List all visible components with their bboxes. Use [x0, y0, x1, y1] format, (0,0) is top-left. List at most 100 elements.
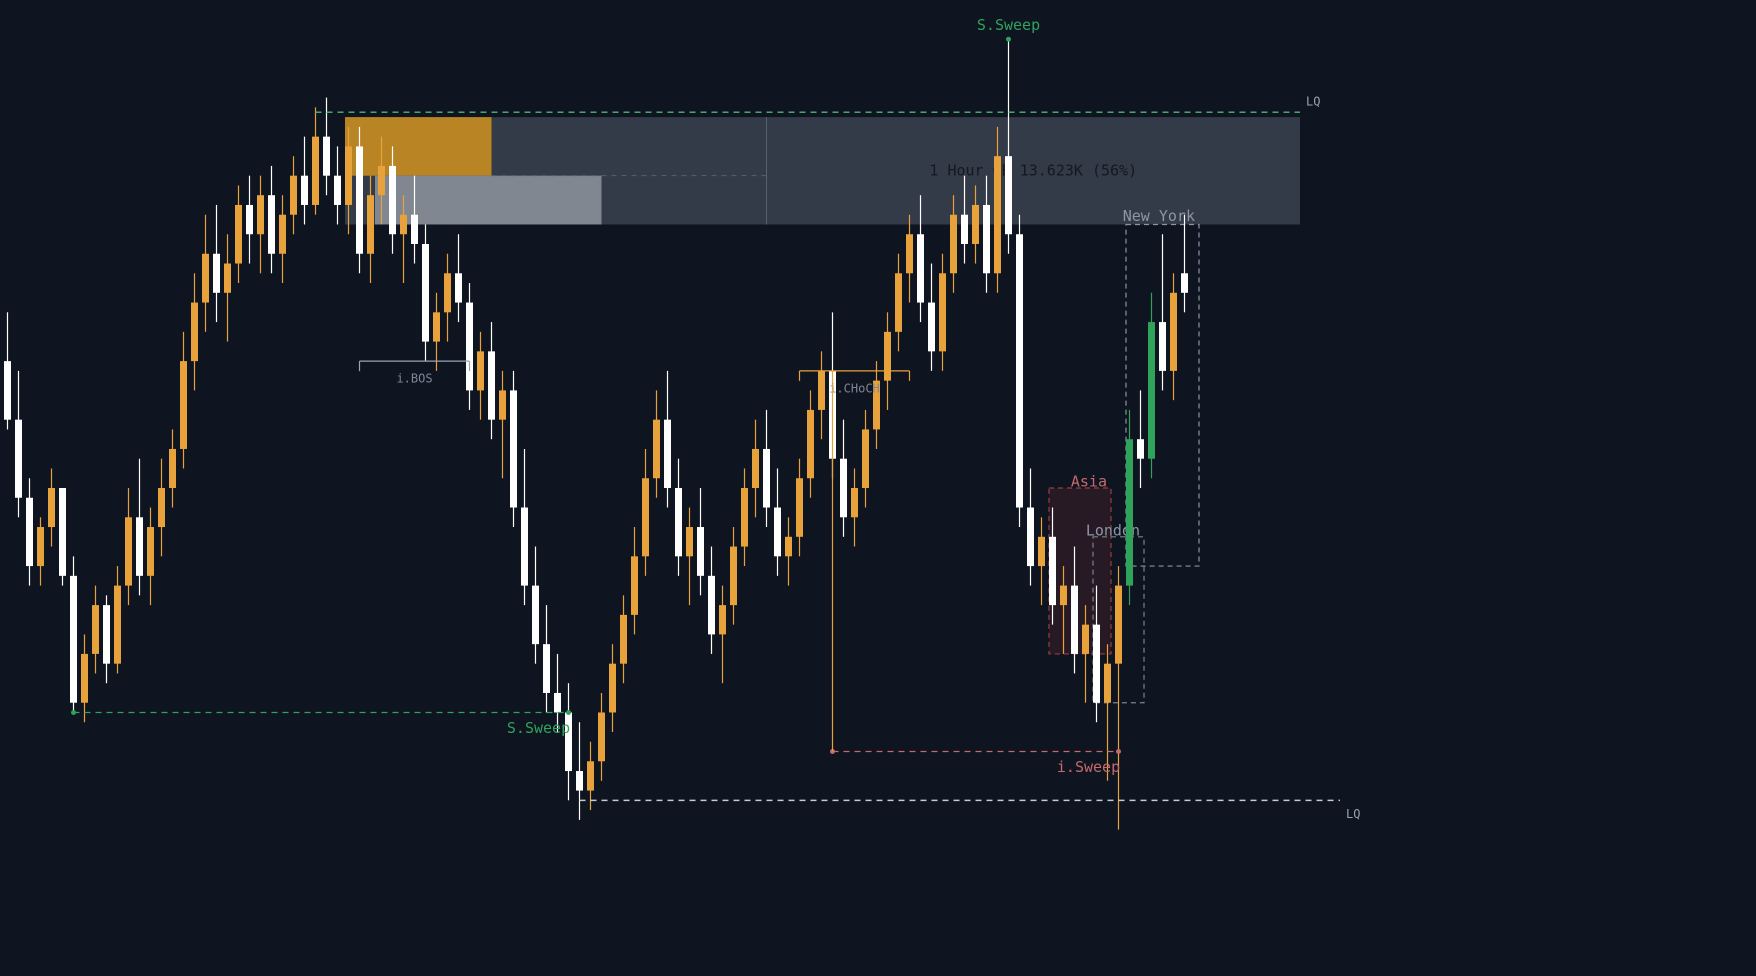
candle	[323, 137, 330, 176]
candle	[521, 508, 528, 586]
candle	[554, 693, 561, 713]
candle	[202, 254, 209, 303]
candle	[851, 488, 858, 517]
candle	[631, 556, 638, 615]
candle	[356, 146, 363, 253]
candle	[675, 488, 682, 556]
candle	[4, 361, 11, 420]
candle	[730, 547, 737, 606]
candle	[477, 351, 484, 390]
candle	[191, 303, 198, 362]
candle	[1005, 156, 1012, 234]
candle	[103, 605, 110, 664]
candle	[411, 215, 418, 244]
candle	[1170, 293, 1177, 371]
candle	[961, 215, 968, 244]
candle	[752, 449, 759, 488]
candle	[48, 488, 55, 527]
candle	[488, 351, 495, 419]
candle	[1137, 439, 1144, 459]
candle	[125, 517, 132, 585]
candle	[70, 576, 77, 703]
candle	[367, 195, 374, 254]
candle	[1038, 537, 1045, 566]
candle	[1181, 273, 1188, 293]
structure-label: LQ	[1346, 807, 1360, 821]
candle	[136, 517, 143, 576]
candle	[444, 273, 451, 312]
candle	[1115, 586, 1122, 664]
candle	[466, 303, 473, 391]
candle	[939, 273, 946, 351]
candle	[576, 771, 583, 791]
candle	[532, 586, 539, 645]
structure-label: S.Sweep	[507, 719, 570, 737]
candle	[290, 176, 297, 215]
structure-label: i.Sweep	[1057, 758, 1120, 776]
candle	[741, 488, 748, 547]
candle	[862, 429, 869, 488]
candle	[1159, 322, 1166, 371]
candle	[378, 166, 385, 195]
candle	[620, 615, 627, 664]
candle	[950, 215, 957, 274]
candle	[697, 527, 704, 576]
candle	[763, 449, 770, 508]
candle	[147, 527, 154, 576]
candlestick-chart[interactable]: 1 Hour OB 13.623K (56%)AsiaLondonNew Yor…	[0, 0, 1756, 976]
structure-label: LQ	[1306, 95, 1320, 109]
candle	[708, 576, 715, 635]
candle	[92, 605, 99, 654]
candle	[37, 527, 44, 566]
candle	[455, 273, 462, 302]
order-block-orange	[345, 117, 492, 176]
candle	[664, 420, 671, 488]
candle	[422, 244, 429, 342]
candle	[719, 605, 726, 634]
candle	[785, 537, 792, 557]
candle	[895, 273, 902, 332]
sweep-label-top: S.Sweep	[977, 16, 1040, 34]
candle	[389, 166, 396, 234]
candle	[994, 156, 1001, 273]
candle	[400, 215, 407, 235]
candle	[796, 478, 803, 537]
candle	[1016, 234, 1023, 507]
candle	[818, 371, 825, 410]
bracket-label: i.CHoCH	[829, 381, 880, 395]
candle	[59, 488, 66, 576]
candle	[235, 205, 242, 264]
candle	[15, 420, 22, 498]
bracket-label: i.BOS	[396, 372, 432, 386]
candle	[169, 449, 176, 488]
candle	[312, 137, 319, 205]
candle	[917, 234, 924, 302]
candle	[268, 195, 275, 254]
candle	[158, 488, 165, 527]
order-block-label: 1 Hour OB 13.623K (56%)	[929, 161, 1137, 179]
session-box-asia	[1049, 488, 1111, 654]
candle	[587, 761, 594, 790]
candle	[1060, 586, 1067, 606]
candle	[807, 410, 814, 478]
candle	[1126, 439, 1133, 585]
candle	[972, 205, 979, 244]
candle	[510, 390, 517, 507]
candle	[345, 146, 352, 205]
candle	[1082, 625, 1089, 654]
candle	[1148, 322, 1155, 459]
candle	[642, 478, 649, 556]
candle	[81, 654, 88, 703]
candle	[983, 205, 990, 273]
candle	[180, 361, 187, 449]
candle	[279, 215, 286, 254]
candle	[928, 303, 935, 352]
candle	[686, 527, 693, 556]
candle	[213, 254, 220, 293]
candle	[774, 508, 781, 557]
candle	[598, 712, 605, 761]
candle	[840, 459, 847, 518]
candle	[26, 498, 33, 566]
candle	[653, 420, 660, 479]
order-block-grey	[375, 176, 602, 225]
